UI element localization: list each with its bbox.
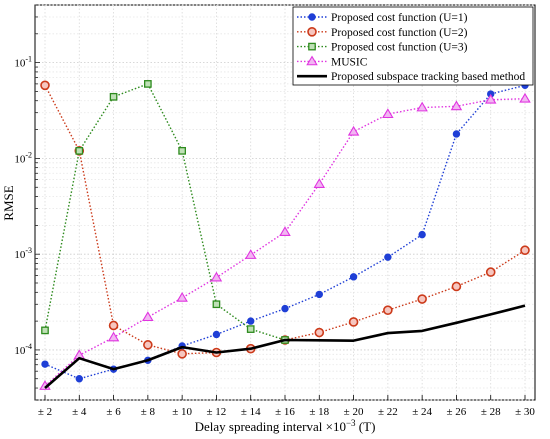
data-point [143,340,153,350]
y-axis: 10-410-310-210-1 [14,4,40,401]
x-tick-label: ± 30 [515,406,535,418]
data-point [347,125,360,136]
x-tick-label: ± 8 [141,406,156,418]
legend-label: Proposed cost function (U=3) [331,42,468,54]
data-point [418,230,426,239]
y-tick-mantissa: 10 [14,153,26,165]
legend-box [292,6,534,86]
legend-marker [307,26,317,37]
legend-item: Proposed cost function (U=1) [297,12,468,24]
data-point [384,253,392,261]
series-line [44,83,286,341]
data-point [41,326,49,335]
x-tick-label: ± 28 [481,406,501,418]
legend-marker [308,42,316,51]
series-layer [39,80,531,390]
x-tick-label: ± 10 [172,406,192,418]
data-point [210,271,223,282]
data-point [178,146,186,155]
data-point [382,108,394,119]
data-point [212,330,221,339]
y-tick-mantissa: 10 [14,345,26,357]
data-point [247,317,255,325]
data-point [416,101,428,112]
y-tick-label: 10-1 [14,55,32,70]
data-point [144,80,152,88]
y-axis-title: RMSE [1,185,16,220]
data-point [348,317,359,327]
data-point [349,273,358,281]
legend-item: MUSIC [297,55,368,68]
x-axis: ± 2 ± 4 ± 6 ± 8 ± 10 ± 12 ± 14 ± 16 ± 18 ± 20 ± 22… [38,395,535,418]
x-tick-label: ± 14 [241,406,261,418]
x-tick-label: ± 22 [378,406,398,418]
data-point [315,290,323,299]
legend-label: Proposed subspace tracking based method [331,71,525,83]
x-axis-title-exponent: −3 [346,418,356,428]
legend-label: MUSIC [331,56,368,68]
data-point [452,130,461,138]
data-point [519,92,531,103]
y-tick-label: 10-4 [14,342,32,357]
data-point [281,304,289,313]
x-tick-label: ± 16 [275,406,295,418]
legend-item: Proposed cost function (U=3) [297,42,468,54]
data-point [314,327,325,338]
data-point [176,291,188,302]
data-point [40,80,50,91]
data-point [212,300,221,309]
y-tick-exponent: -2 [25,150,32,159]
y-tick-mantissa: 10 [14,249,26,261]
x-tick-label: ± 26 [447,406,467,418]
x-axis-title-main: Delay spreading interval ×10 [195,419,346,434]
data-point [484,93,497,104]
data-point [75,146,84,155]
legend: Proposed cost function (U=1) Proposed cos… [292,6,534,86]
x-tick-label: ± 12 [207,406,227,418]
data-point [520,245,530,256]
x-tick-label: ± 2 [38,406,52,418]
data-point [313,178,326,188]
x-axis-title: Delay spreading interval ×10−3 (T) [195,418,376,434]
data-point [244,249,257,259]
x-axis-title-unit: (T) [356,419,376,434]
data-point [75,375,83,383]
data-point [279,226,291,237]
legend-label: Proposed cost function (U=1) [331,12,468,24]
data-point [417,294,427,304]
data-point [177,349,187,359]
legend-item: Proposed subspace tracking based method [297,71,525,83]
y-tick-exponent: -4 [25,342,32,351]
x-tick-label: ± 18 [309,406,329,418]
x-tick-label: ± 4 [72,406,87,418]
x-tick-label: ± 24 [412,406,432,418]
series-5 [44,304,526,390]
x-tick-label: ± 20 [344,406,364,418]
legend-item: Proposed cost function (U=2) [297,27,468,39]
data-point [485,267,496,277]
data-point [450,100,463,111]
y-tick-exponent: -1 [25,55,32,64]
data-point [246,325,255,333]
data-point [108,320,119,331]
y-tick-label: 10-2 [14,150,32,165]
data-point [107,331,120,342]
legend-marker [306,55,318,66]
data-point [142,311,154,322]
data-point [383,305,393,315]
legend-label: Proposed cost function (U=2) [331,27,468,39]
y-tick-label: 10-3 [14,246,32,261]
data-point [41,360,49,368]
legend-marker [308,13,316,21]
y-tick-mantissa: 10 [14,58,26,70]
y-tick-exponent: -3 [25,246,32,255]
data-point [451,281,462,292]
x-tick-label: ± 6 [106,406,121,418]
data-point [109,92,118,101]
series-line [44,304,526,390]
